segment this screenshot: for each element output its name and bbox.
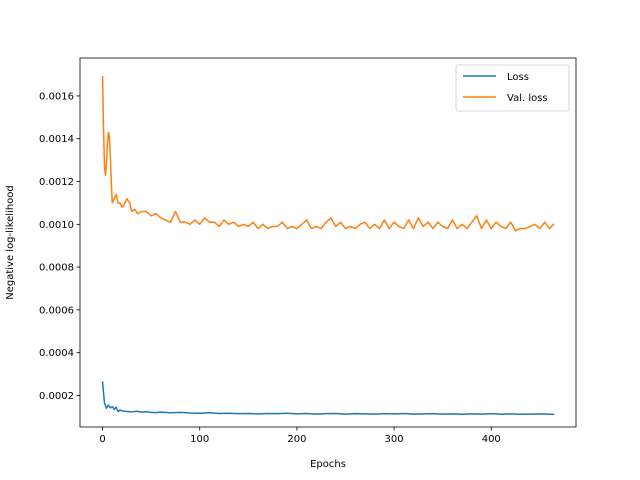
- legend-label-loss: Loss: [507, 72, 529, 83]
- y-tick-label: 0.0008: [39, 263, 74, 274]
- y-axis: 0.0002 0.0004 0.0006 0.0008 0.0010 0.0012 0.00…: [39, 91, 80, 402]
- y-tick-label: 0.0010: [39, 220, 74, 231]
- series-line-loss: [101, 381, 555, 416]
- x-axis: 0 100 200 300 400: [99, 427, 501, 445]
- x-tick-label: 200: [287, 434, 306, 445]
- y-tick-label: 0.0012: [39, 177, 74, 188]
- x-axis-label: Epochs: [310, 459, 346, 470]
- y-axis-label: Negative log-likelihood: [5, 185, 16, 300]
- legend-label-val-loss: Val. loss: [507, 93, 548, 104]
- legend: Loss Val. loss: [455, 64, 570, 112]
- x-tick-label: 0: [99, 434, 105, 445]
- y-tick-label: 0.0014: [39, 134, 74, 145]
- x-tick-label: 300: [385, 434, 404, 445]
- x-tick-label: 100: [190, 434, 209, 445]
- y-tick-label: 0.0004: [39, 348, 74, 359]
- y-tick-label: 0.0016: [39, 91, 74, 102]
- x-tick-label: 400: [482, 434, 501, 445]
- plot-frame: [79, 57, 577, 428]
- y-tick-label: 0.0002: [39, 391, 74, 402]
- series-line-val-loss: [101, 75, 555, 232]
- y-tick-label: 0.0006: [39, 305, 74, 316]
- series-layer: [101, 75, 555, 416]
